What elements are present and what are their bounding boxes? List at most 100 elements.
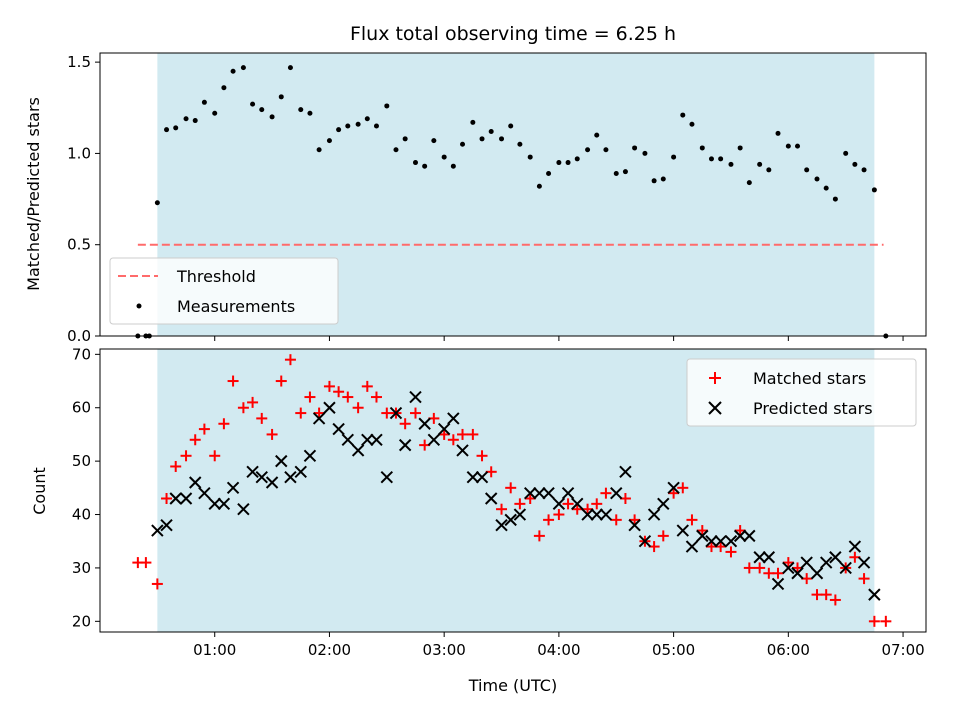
measurement-point <box>488 129 494 135</box>
predicted-star-point <box>685 540 699 553</box>
bottom-y-tick-label: 70 <box>72 345 91 363</box>
matched-star-point <box>657 530 669 542</box>
matched-star-point <box>352 402 364 414</box>
bottom-legend: Matched stars Predicted stars <box>686 358 917 427</box>
predicted-star-point <box>504 513 517 527</box>
predicted-star-point <box>437 422 451 436</box>
legend-measurements-swatch <box>136 303 142 309</box>
predicted-star-point <box>628 519 641 532</box>
predicted-star-point <box>667 481 680 495</box>
matched-star-point <box>409 407 421 419</box>
measurement-point <box>651 178 657 184</box>
predicted-star-point <box>275 454 288 468</box>
predicted-star-point <box>714 535 727 548</box>
legend-matched-label: Matched stars <box>753 369 866 388</box>
matched-star-point <box>151 578 163 590</box>
predicted-star-point <box>380 470 394 484</box>
measurement-point <box>823 185 829 191</box>
predicted-star-point <box>839 561 852 575</box>
matched-star-point <box>295 407 307 419</box>
measurement-point <box>757 161 763 167</box>
measurement-point <box>804 167 810 173</box>
matched-star-point <box>304 391 316 403</box>
predicted-star-point <box>857 556 871 569</box>
measurement-point <box>585 147 591 153</box>
predicted-star-point <box>599 508 613 521</box>
matched-star-point <box>227 375 239 387</box>
predicted-star-point <box>226 481 240 495</box>
predicted-star-point <box>389 406 403 420</box>
predicted-star-point <box>610 486 623 500</box>
predicted-star-point <box>771 577 785 591</box>
bottom-legend-box <box>686 358 917 427</box>
measurement-point <box>355 121 361 127</box>
predicted-star-point <box>638 535 652 548</box>
matched-star-point <box>754 562 766 574</box>
matched-star-point <box>447 434 459 446</box>
matched-star-point <box>880 615 892 627</box>
matched-star-point <box>820 589 832 601</box>
predicted-star-point <box>179 492 193 505</box>
bottom-panel-frame <box>99 348 927 633</box>
measurement-point <box>422 163 428 169</box>
predicted-star-point <box>542 486 555 500</box>
measurement-point <box>460 141 466 147</box>
measurement-point <box>192 118 198 124</box>
predicted-star-point <box>590 508 603 521</box>
measurement-point <box>746 180 752 186</box>
predicted-star-point <box>398 438 412 452</box>
predicted-star-point <box>160 519 173 532</box>
predicted-star-point <box>427 433 441 446</box>
bottom-y-tick-label: 50 <box>72 452 91 470</box>
predicted-star-point <box>848 540 862 553</box>
measurement-point <box>795 143 801 149</box>
predicted-star-point <box>217 497 231 511</box>
bottom-y-axis-label: Count <box>30 467 49 515</box>
matched-star-point <box>381 407 393 419</box>
predicted-star-point <box>868 588 881 601</box>
measurement-point <box>259 107 265 113</box>
matched-star-point <box>161 493 173 505</box>
x-tick-label: 05:00 <box>652 641 695 659</box>
predicted-star-point <box>151 524 164 537</box>
measurement-point <box>240 65 246 71</box>
predicted-star-point <box>533 486 546 500</box>
measurement-point <box>536 183 542 189</box>
matched-star-point <box>399 418 411 430</box>
predicted-star-point <box>552 497 566 511</box>
matched-star-point <box>668 487 680 499</box>
matched-star-point <box>476 450 488 462</box>
measurement-point <box>852 161 858 167</box>
measurement-point <box>508 123 514 129</box>
measurement-point <box>470 119 476 125</box>
x-tick-label: 02:00 <box>308 641 351 659</box>
matched-star-point <box>189 434 201 446</box>
matched-star-point <box>533 530 545 542</box>
measurement-point <box>832 196 838 202</box>
predicted-star-point <box>495 519 508 532</box>
measurement-point <box>393 147 399 153</box>
predicted-star-point <box>284 470 297 484</box>
predicted-star-point <box>561 486 575 500</box>
x-axis-label: Time (UTC) <box>468 676 557 695</box>
measurement-point <box>154 200 160 206</box>
predicted-star-point <box>341 433 355 446</box>
bottom-y-ticks: 20 30 40 50 60 70 <box>72 345 100 630</box>
measurement-point <box>278 94 284 100</box>
matched-star-point <box>266 428 278 440</box>
measurement-point <box>594 132 600 138</box>
measurement-point <box>384 103 390 109</box>
measurement-point <box>345 123 351 129</box>
measurement-point <box>699 145 705 151</box>
measurement-point <box>660 176 666 182</box>
predicted-star-point <box>647 508 661 521</box>
top-y-ticks: 0.0 0.5 1.0 1.5 <box>67 53 100 345</box>
predicted-star-point <box>782 561 795 575</box>
bottom-x-ticks: 01:00 02:00 03:00 04:00 05:00 06:00 07:00 <box>193 632 925 659</box>
matched-star-point <box>591 498 603 510</box>
matched-star-point <box>725 546 737 558</box>
matched-star-point <box>743 562 755 574</box>
measurement-point <box>173 125 179 131</box>
measurement-point <box>632 145 638 151</box>
